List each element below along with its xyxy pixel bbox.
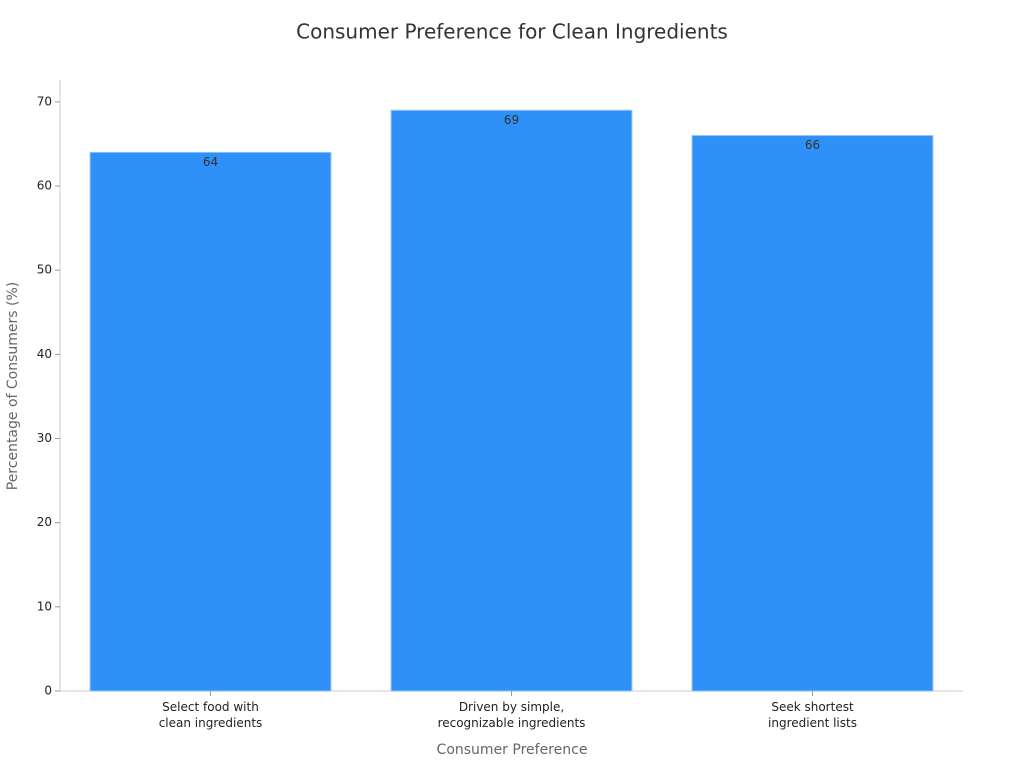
y-tick-label: 20 <box>37 515 52 529</box>
x-tick-label-line: recognizable ingredients <box>438 716 586 730</box>
x-axis-title: Consumer Preference <box>437 742 588 758</box>
y-tick-label: 0 <box>44 684 52 698</box>
value-label: 64 <box>203 155 218 169</box>
bar <box>89 151 332 692</box>
x-tick-label: Select food with clean ingredients <box>159 700 263 730</box>
x-tick-label-line: clean ingredients <box>159 716 263 730</box>
value-label: 69 <box>504 113 519 127</box>
bar <box>691 135 934 692</box>
x-tick-label: Driven by simple, recognizable ingredient… <box>438 700 586 730</box>
chart-title: Consumer Preference for Clean Ingredient… <box>296 20 728 44</box>
x-tick-label: Seek shortest ingredient lists <box>768 700 857 730</box>
bar <box>390 109 633 692</box>
y-tick-label: 50 <box>37 263 52 277</box>
x-tick-label-line: Seek shortest <box>771 700 854 714</box>
x-tick-label-line: Select food with <box>162 700 259 714</box>
y-tick-label: 40 <box>37 347 52 361</box>
y-axis-title: Percentage of Consumers (%) <box>5 282 21 491</box>
y-tick-label: 60 <box>37 179 52 193</box>
y-tick-label: 70 <box>37 94 52 108</box>
y-tick-label: 10 <box>37 599 52 613</box>
y-tick-label: 30 <box>37 431 52 445</box>
x-tick-label-line: Driven by simple, <box>459 700 564 714</box>
value-label: 66 <box>805 138 820 152</box>
x-tick-label-line: ingredient lists <box>768 716 857 730</box>
